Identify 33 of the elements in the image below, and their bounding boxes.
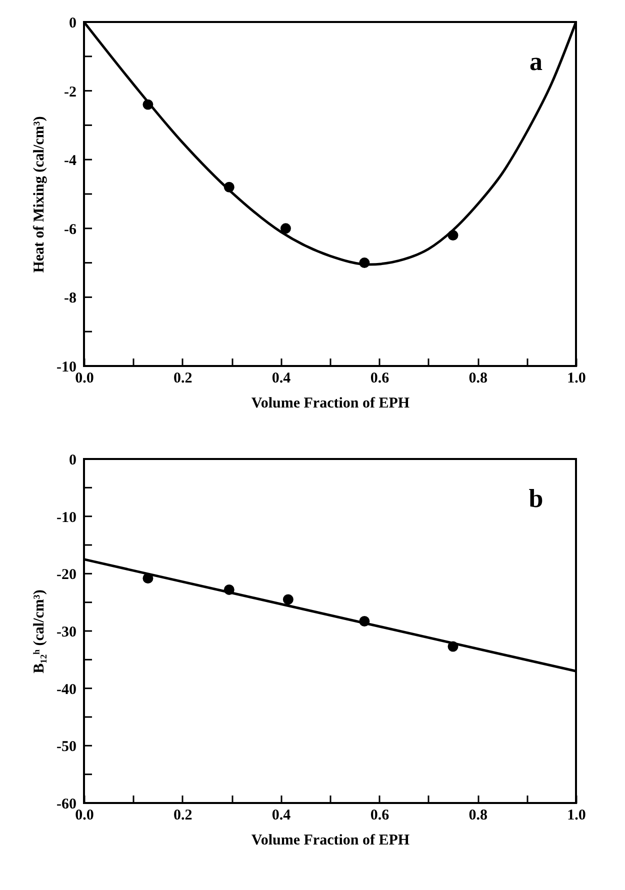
x-tick-label: 0.8 [468,808,488,824]
y-tick-label: 0 [69,16,76,32]
x-tick-label: 0.6 [370,370,390,386]
annotation: b [528,484,544,513]
y-tick-label: -4 [64,153,77,170]
x-tick-label: 0.0 [75,370,94,386]
y-tick-label: -40 [56,682,76,698]
y-tick-label: -30 [56,624,76,640]
y-tick-label: -6 [64,222,77,238]
y-tick-label: -20 [56,567,76,584]
x-tick-label: 0.4 [272,370,292,386]
y-tick-label: 0 [69,452,76,468]
x-tick-label: 0.2 [174,370,192,386]
x-tick-label: 0.2 [174,808,192,824]
x-tick-label: 1.0 [567,808,586,824]
x-axis-title: Volume Fraction of EPH [251,832,410,848]
point [280,223,291,234]
x-tick-label: 1.0 [567,370,586,386]
y-axis-title: Heat of Mixing (cal/cm³) [32,116,48,273]
x-tick-label: 0.0 [75,808,94,824]
x-tick-label: 0.6 [370,808,390,824]
y-axis-title: B₁₂ʰ (cal/cm³) [32,590,48,674]
x-tick-label: 0.4 [272,808,292,824]
y-tick-label: -50 [56,739,76,756]
y-tick-label: -60 [56,796,76,812]
x-axis-title: Volume Fraction of EPH [251,396,410,412]
point [282,594,294,605]
x-tick-label: 0.8 [468,370,488,386]
annotation: a [530,47,542,76]
y-tick-label: -8 [64,290,76,307]
y-tick-label: -10 [56,360,76,376]
y-tick-label: -2 [64,84,76,100]
y-tick-label: -10 [56,510,76,526]
